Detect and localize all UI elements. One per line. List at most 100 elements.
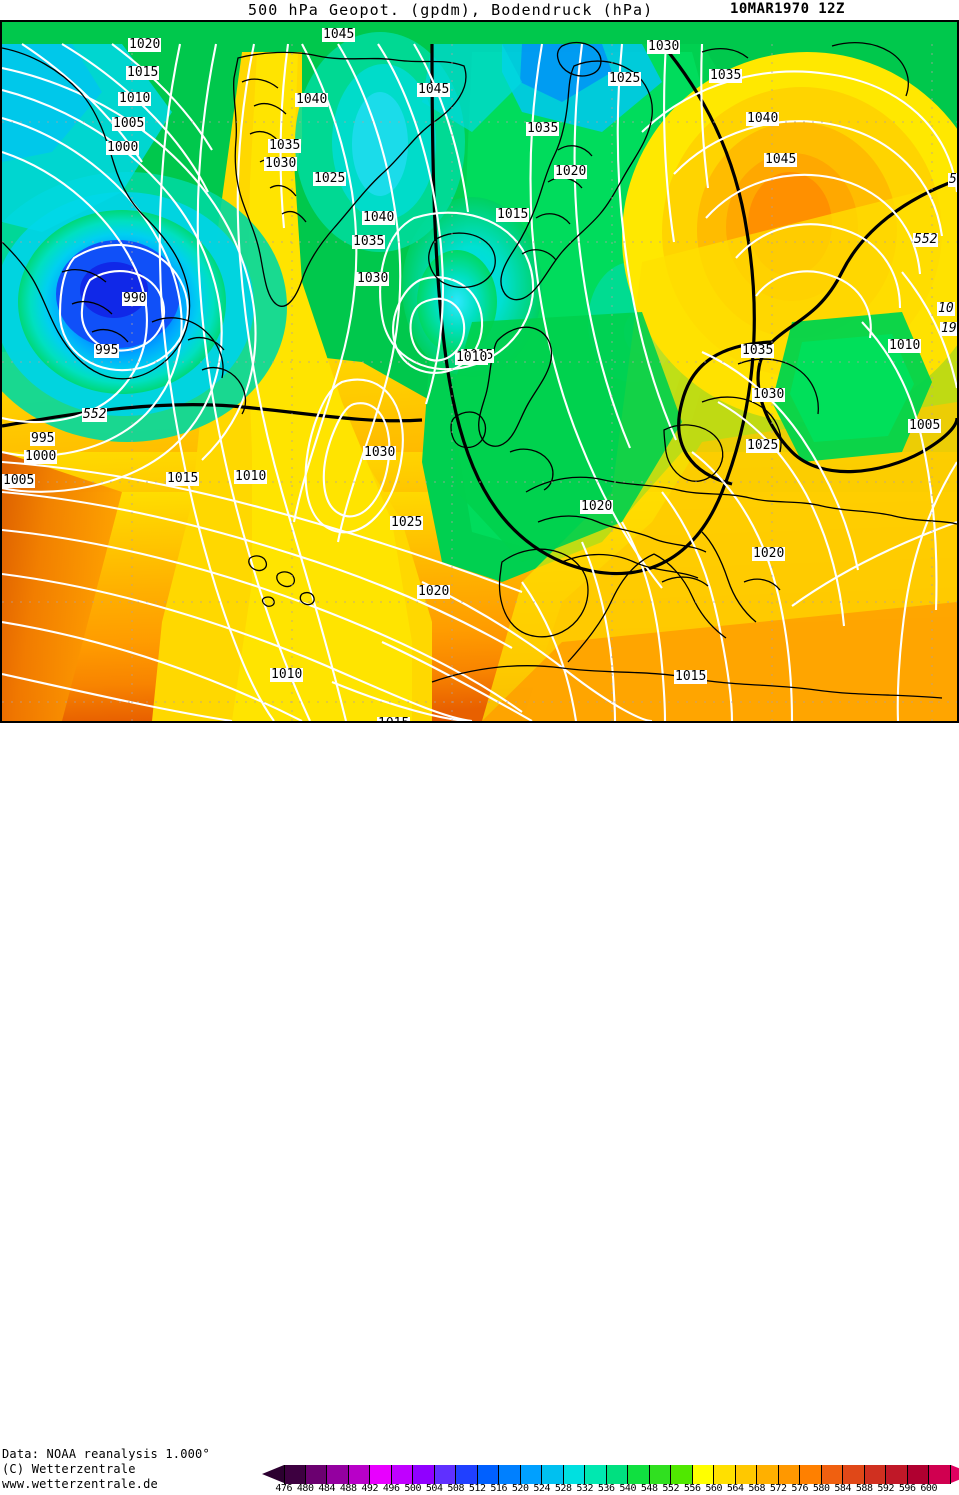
isobar-label: 1040 (295, 93, 328, 107)
colorbar-tick: 484 (316, 1483, 338, 1495)
copyright-text: (C) Wetterzentrale (2, 1462, 136, 1476)
valid-time-label: 10MAR1970 12Z (730, 1, 845, 17)
isobar-label: 1010 (118, 92, 151, 106)
colorbar-tick: 588 (854, 1483, 876, 1495)
page-title: 500 hPa Geopot. (gpdm), Bodendruck (hPa) (248, 1, 653, 19)
colorbar-swatch (413, 1465, 435, 1484)
isobar-label: 1045 (764, 153, 797, 167)
isobar-label: 1005 (908, 419, 941, 433)
colorbar-swatch (392, 1465, 414, 1484)
colorbar-tick: 524 (531, 1483, 553, 1495)
colorbar-tick: 568 (746, 1483, 768, 1495)
isobar-label: 1030 (264, 157, 297, 171)
isobar-label: 1045 (417, 83, 450, 97)
geopotential-label: 552 (82, 408, 107, 422)
colorbar-tick: 496 (381, 1483, 403, 1495)
colorbar-swatch (435, 1465, 457, 1484)
colorbar-tick: 560 (703, 1483, 725, 1495)
colorbar-tick: 500 (402, 1483, 424, 1495)
colorbar-swatch (800, 1465, 822, 1484)
colorbar-tick: 504 (424, 1483, 446, 1495)
colorbar-tick: 492 (359, 1483, 381, 1495)
isobar-label: 1020 (752, 547, 785, 561)
isobar-label: 1010 (270, 668, 303, 682)
isobar-label: 1005 (2, 474, 35, 488)
isobar-label: 1025 (746, 439, 779, 453)
isobar-label: 1020 (128, 38, 161, 52)
isobar-label: 1015 (496, 208, 529, 222)
colorbar-swatch (886, 1465, 908, 1484)
isobar-label: 1035 (526, 122, 559, 136)
isobar-label: 1040 (362, 211, 395, 225)
title-bar: 500 hPa Geopot. (gpdm), Bodendruck (hPa)… (0, 0, 959, 20)
colorbar-tick: 596 (897, 1483, 919, 1495)
colorbar-swatch (327, 1465, 349, 1484)
colorbar-tick: 576 (789, 1483, 811, 1495)
colorbar-swatch (714, 1465, 736, 1484)
colorbar-swatch (478, 1465, 500, 1484)
isobar-label: 1015 (126, 66, 159, 80)
colorbar-tick: 556 (682, 1483, 704, 1495)
isobar-label: 1030 (363, 446, 396, 460)
isobar-label: 1010 (888, 339, 921, 353)
isobar-label: 1025 (313, 172, 346, 186)
colorbar-swatch (628, 1465, 650, 1484)
isobar-label: 1030 (356, 272, 389, 286)
colorbar-swatch (650, 1465, 672, 1484)
geopotential-label: 10 (937, 302, 955, 316)
isobar-label: 1045 (322, 28, 355, 42)
isobar-label: 1010 (234, 470, 267, 484)
isobar-label: 1000 (106, 141, 139, 155)
isobar-label: 1030 (752, 388, 785, 402)
isobar-label: 1015 (166, 472, 199, 486)
colorbar-tick: 600 (918, 1483, 940, 1495)
colorbar-tick: 532 (574, 1483, 596, 1495)
isobar-label: 1025 (608, 72, 641, 86)
isobar-label: 1030 (647, 40, 680, 54)
colorbar-swatches (284, 1465, 951, 1484)
colorbar-underflow-arrow (262, 1465, 284, 1483)
colorbar-tick: 540 (617, 1483, 639, 1495)
weather-map-page: 500 hPa Geopot. (gpdm), Bodendruck (hPa)… (0, 0, 959, 770)
colorbar-swatch (499, 1465, 521, 1484)
isobar-label: 990 (122, 292, 147, 306)
colorbar-tick: 520 (510, 1483, 532, 1495)
geopotential-label: 552 (913, 233, 938, 247)
colorbar-tick: 572 (768, 1483, 790, 1495)
colorbar-tick: 548 (639, 1483, 661, 1495)
isobar-label: 1020 (417, 585, 450, 599)
colorbar-swatch (822, 1465, 844, 1484)
colorbar-swatch (908, 1465, 930, 1484)
colorbar-swatch (757, 1465, 779, 1484)
isobar-label: 1040 (746, 112, 779, 126)
colorbar-swatch (671, 1465, 693, 1484)
colorbar-swatch (542, 1465, 564, 1484)
isobar-label: 995 (94, 344, 119, 358)
colorbar-swatch (521, 1465, 543, 1484)
data-source-text: Data: NOAA reanalysis 1.000° (2, 1447, 210, 1461)
colorbar-tick: 528 (553, 1483, 575, 1495)
colorbar-swatch (306, 1465, 328, 1484)
colorbar-tick: 564 (725, 1483, 747, 1495)
isobar-label: 1000 (24, 450, 57, 464)
isobar-label: 1015 (674, 670, 707, 684)
colorbar-tick: 516 (488, 1483, 510, 1495)
website-url-text: www.wetterzentrale.de (2, 1477, 158, 1491)
isobar-label: 995 (30, 432, 55, 446)
colorbar-tick: 580 (811, 1483, 833, 1495)
colorbar-swatch (284, 1465, 306, 1484)
colorbar-swatch (865, 1465, 887, 1484)
isobar-label: 1020 (580, 500, 613, 514)
colorbar-overflow-arrow (951, 1465, 959, 1483)
colorbar-tick: 512 (467, 1483, 489, 1495)
colorbar-swatch (370, 1465, 392, 1484)
colorbar-swatch (585, 1465, 607, 1484)
colorbar-tick: 584 (832, 1483, 854, 1495)
colorbar-tick: 508 (445, 1483, 467, 1495)
colorbar-tick: 476 (273, 1483, 295, 1495)
colorbar-swatch (779, 1465, 801, 1484)
colorbar-tick: 480 (295, 1483, 317, 1495)
colorbar-swatch (693, 1465, 715, 1484)
